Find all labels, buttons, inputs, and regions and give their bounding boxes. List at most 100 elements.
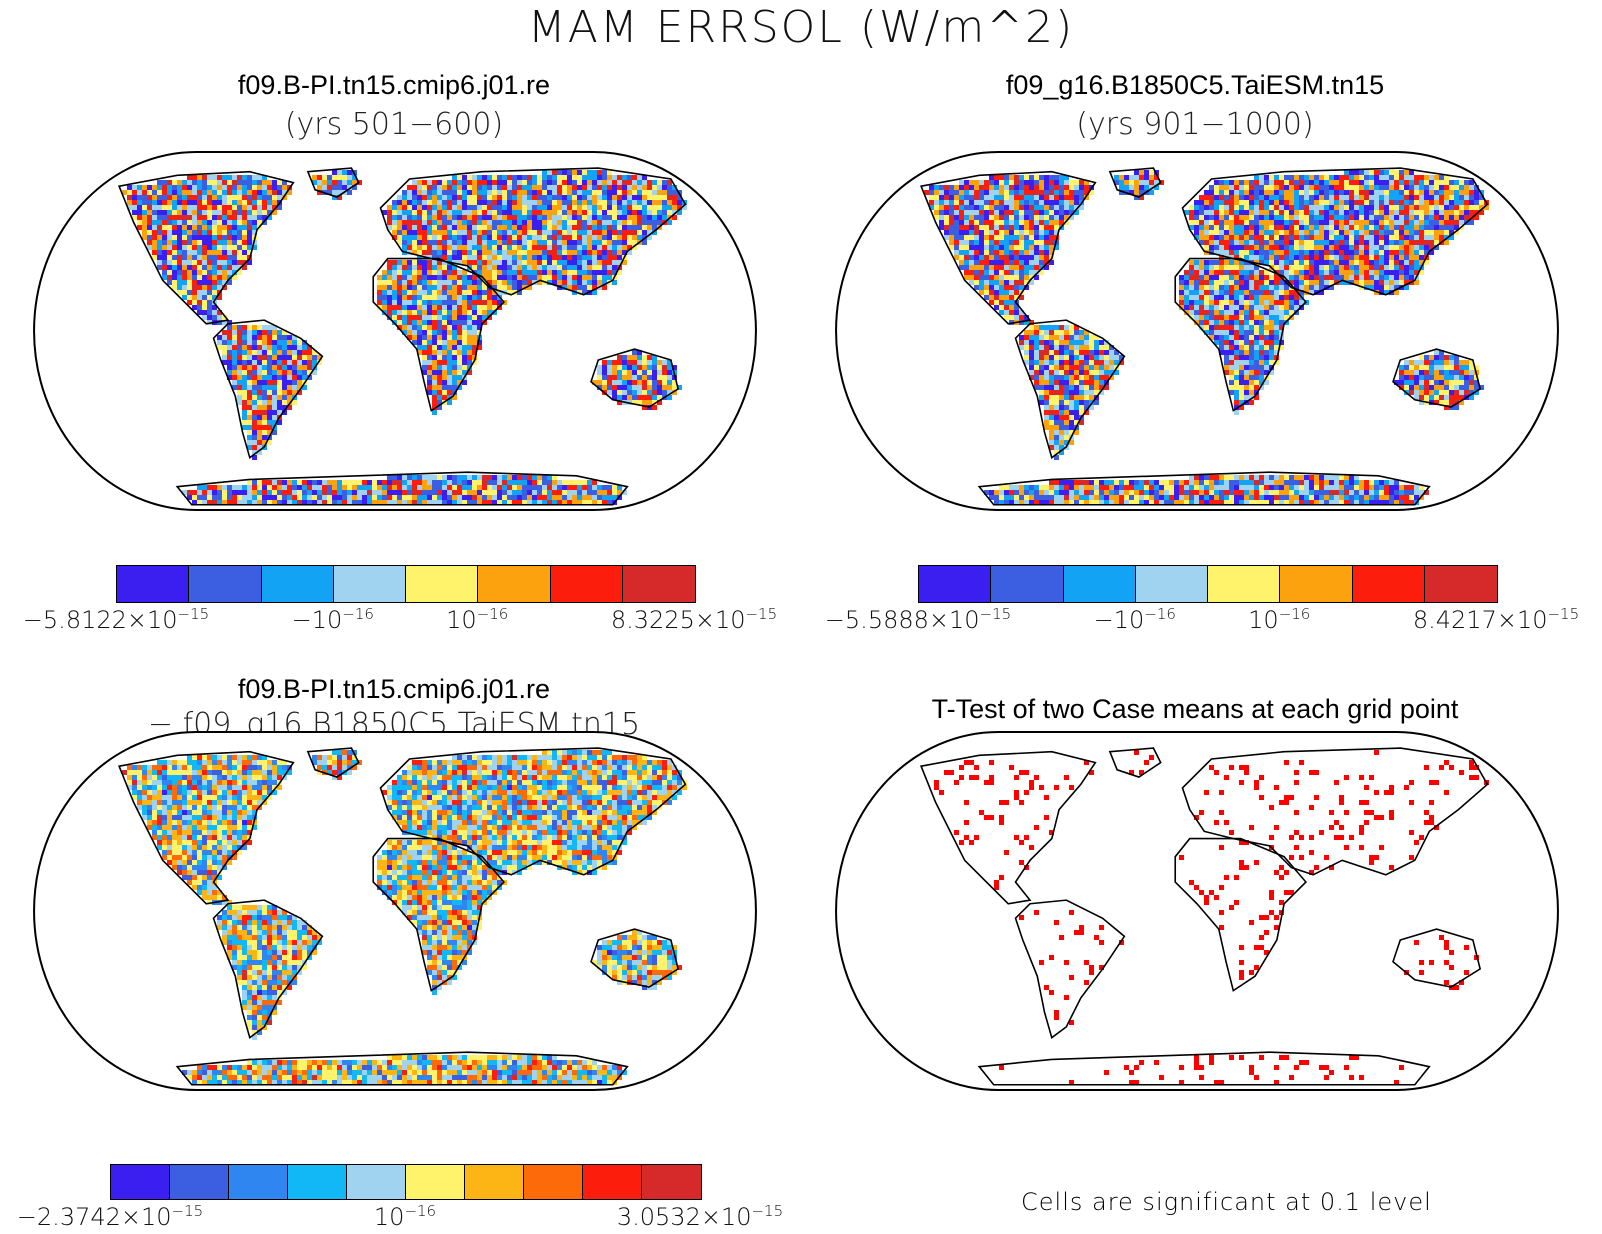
colorbar-tick-label: 10−16 <box>1248 605 1310 634</box>
colorbar-box-5 <box>1208 566 1281 602</box>
colorbar-tick-label: 10−16 <box>374 1202 436 1231</box>
coastline-eurasia <box>1181 747 1489 876</box>
panel-case1-title: f09.B-PI.tn15.cmip6.j01.re <box>237 70 551 100</box>
colorbar-box-1 <box>919 566 992 602</box>
figure-title: MAM ERRSOL (W/m^2) <box>527 2 1075 53</box>
coastline-antarctica <box>977 471 1431 506</box>
coastline-antarctica <box>175 1051 629 1086</box>
coastline-namerica <box>118 750 295 905</box>
colorbar-tick-label: 3.0532×10−15 <box>617 1202 783 1231</box>
panel-case1: f09.B-PI.tn15.cmip6.j01.re (yrs 501−600) <box>0 0 801 640</box>
panel-case2-title: f09_g16.B1850C5.TaiESM.tn15 <box>1005 70 1385 100</box>
coastline-greenland <box>306 167 360 198</box>
coastline-antarctica <box>175 471 629 506</box>
colorbar-box-7 <box>465 1165 524 1199</box>
coastline-greenland <box>1108 747 1162 778</box>
coastline-greenland <box>1108 167 1162 198</box>
tick-label-base: 3.0532×10 <box>616 1203 752 1231</box>
colorbar-box-9 <box>583 1165 642 1199</box>
coastline-australia <box>1392 928 1482 988</box>
colorbar-tick-label: 10−16 <box>446 605 508 634</box>
colorbar-box-1 <box>117 566 190 602</box>
map-ocean <box>836 732 1558 1090</box>
coastline-namerica <box>920 750 1097 905</box>
colorbar-tick-label: −10−16 <box>292 605 374 634</box>
coastline-africa <box>1174 837 1307 992</box>
coastline-greenland <box>306 747 360 778</box>
tick-label-base: 10 <box>373 1203 405 1231</box>
tick-label-base: 10 <box>1248 606 1279 634</box>
panel-ttest: T-Test of two Case means at each grid po… <box>801 640 1602 1234</box>
map-border <box>33 151 757 511</box>
tick-label-base: −10 <box>291 606 343 634</box>
map-land-field <box>122 750 687 1085</box>
colorbar-box-4 <box>288 1165 347 1199</box>
panel-difference-title: f09.B-PI.tn15.cmip6.j01.re <box>237 674 551 704</box>
panel-ttest-title: T-Test of two Case means at each grid po… <box>931 694 1459 724</box>
tick-label-exponent: −16 <box>476 605 509 623</box>
colorbar-box-2 <box>170 1165 229 1199</box>
tick-label-base: 8.3225×10 <box>610 606 746 634</box>
tick-label-base: −5.8122×10 <box>22 606 178 634</box>
coastline-africa <box>372 257 505 412</box>
tick-label-base: 10 <box>446 606 477 634</box>
coastline-eurasia <box>379 747 687 876</box>
tick-label-exponent: −15 <box>979 605 1012 623</box>
map-land-field <box>934 750 1489 1085</box>
tick-label-exponent: −16 <box>404 1202 437 1220</box>
coastline-africa <box>1174 257 1307 412</box>
colorbar-box-6 <box>478 566 551 602</box>
colorbar-tick-label: −10−16 <box>1094 605 1176 634</box>
tick-label-exponent: −16 <box>1278 605 1311 623</box>
colorbar-tick-label: −2.3742×10−15 <box>17 1202 203 1231</box>
tick-label-base: −5.5888×10 <box>824 606 980 634</box>
colorbar-case2 <box>918 565 1498 603</box>
coastline-eurasia <box>1181 167 1489 296</box>
coastline-samerica <box>1014 319 1126 460</box>
coastline-namerica <box>118 170 295 325</box>
colorbar-box-10 <box>642 1165 701 1199</box>
colorbar-box-2 <box>991 566 1064 602</box>
map-border <box>33 731 757 1091</box>
colorbar-box-3 <box>261 566 334 602</box>
colorbar-tick-label: 8.3225×10−15 <box>611 605 777 634</box>
colorbar-box-6 <box>1280 566 1353 602</box>
tick-label-base: −10 <box>1093 606 1145 634</box>
colorbar-tick-label: −5.8122×10−15 <box>23 605 209 634</box>
colorbar-box-8 <box>622 566 695 602</box>
panel-case1-years: (yrs 501−600) <box>284 107 504 142</box>
colorbar-box-3 <box>229 1165 288 1199</box>
coastline-eurasia <box>379 167 687 296</box>
tick-label-exponent: −15 <box>171 1202 204 1220</box>
colorbar-box-8 <box>524 1165 583 1199</box>
map-case1 <box>33 151 757 511</box>
coastline-samerica <box>212 319 324 460</box>
tick-label-base: 8.4217×10 <box>1412 606 1548 634</box>
colorbar-box-4 <box>333 566 406 602</box>
tick-label-exponent: −15 <box>1547 605 1580 623</box>
map-border <box>835 151 1559 511</box>
panel-case2-years: (yrs 901−1000) <box>1076 107 1314 142</box>
coastline-antarctica <box>977 1051 1431 1086</box>
colorbar-case1 <box>116 565 696 603</box>
map-border <box>835 731 1559 1091</box>
colorbar-box-7 <box>1352 566 1425 602</box>
map-land-field <box>924 170 1489 505</box>
coastline-samerica <box>1014 899 1126 1040</box>
coastline-australia <box>1392 348 1482 408</box>
colorbar-box-8 <box>1424 566 1497 602</box>
colorbar-box-5 <box>347 1165 406 1199</box>
colorbar-box-2 <box>189 566 262 602</box>
tick-label-exponent: −15 <box>177 605 210 623</box>
map-ttest <box>835 731 1559 1091</box>
colorbar-box-4 <box>1135 566 1208 602</box>
coastline-australia <box>590 348 680 408</box>
colorbar-box-1 <box>111 1165 170 1199</box>
coastline-namerica <box>920 170 1097 325</box>
colorbar-tick-label: 8.4217×10−15 <box>1413 605 1579 634</box>
panel-case2: f09_g16.B1850C5.TaiESM.tn15 (yrs 901−100… <box>801 0 1602 640</box>
colorbar-box-6 <box>406 1165 465 1199</box>
colorbar-tick-label: −5.5888×10−15 <box>825 605 1011 634</box>
tick-label-exponent: −15 <box>751 1202 784 1220</box>
coastline-australia <box>590 928 680 988</box>
